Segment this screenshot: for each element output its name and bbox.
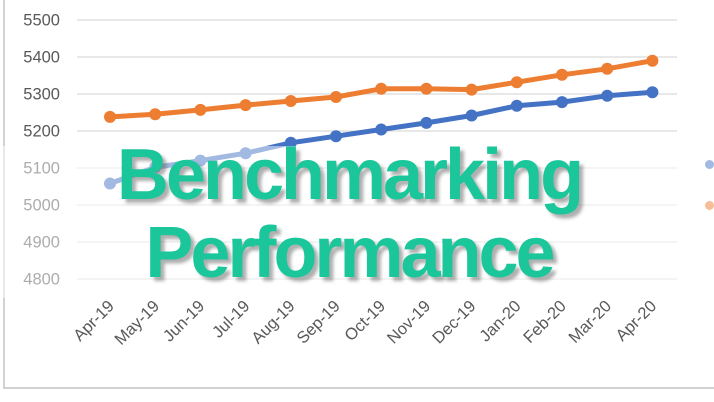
watermark-backdrop	[0, 146, 714, 298]
svg-text:Nov-19: Nov-19	[384, 297, 434, 347]
svg-text:Mar-20: Mar-20	[565, 297, 615, 347]
svg-text:5300: 5300	[23, 86, 60, 104]
svg-text:5400: 5400	[23, 49, 60, 67]
svg-text:Aug-19: Aug-19	[248, 297, 298, 347]
watermark-title: Benchmarking Performance	[0, 136, 714, 292]
slide-border-bottom	[3, 387, 714, 389]
watermark-line1: Benchmarking	[116, 135, 584, 215]
svg-text:5200: 5200	[23, 123, 60, 141]
svg-text:Feb-20: Feb-20	[520, 297, 570, 347]
svg-text:May-19: May-19	[111, 297, 163, 349]
svg-text:Sep-19: Sep-19	[293, 297, 343, 347]
svg-text:Apr-19: Apr-19	[70, 297, 118, 345]
svg-text:Oct-19: Oct-19	[341, 297, 389, 345]
watermark-line2: Performance	[145, 213, 555, 293]
svg-text:Dec-19: Dec-19	[429, 297, 479, 347]
svg-text:5500: 5500	[23, 12, 60, 30]
svg-text:Jan-20: Jan-20	[476, 297, 524, 345]
svg-text:Jul-19: Jul-19	[209, 297, 254, 342]
svg-text:Jun-19: Jun-19	[160, 297, 208, 345]
svg-text:Apr-20: Apr-20	[612, 297, 660, 345]
